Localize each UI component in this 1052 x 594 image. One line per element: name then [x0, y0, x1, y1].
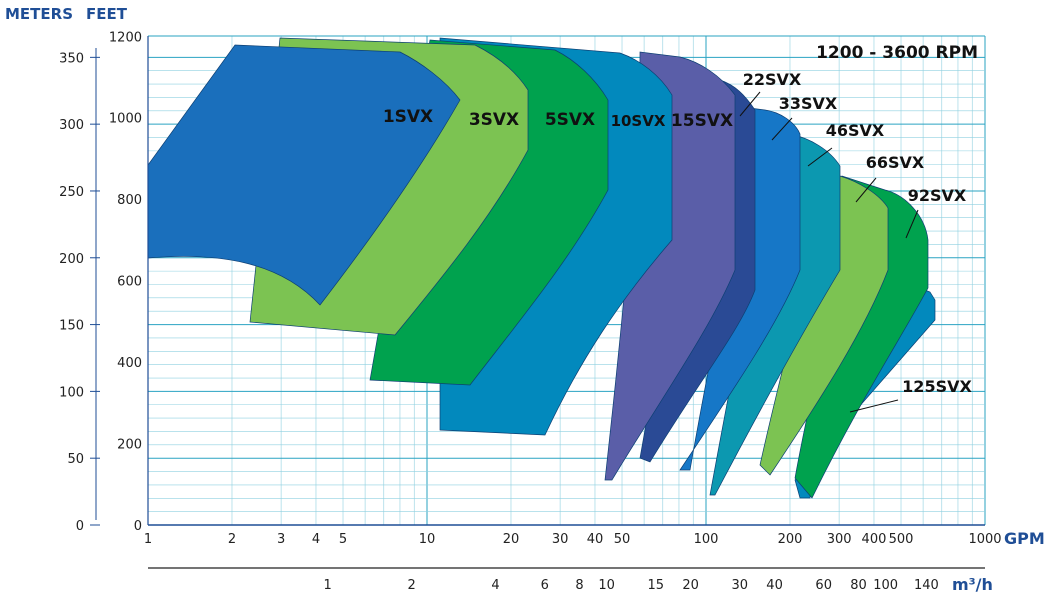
- leader-line: [807, 147, 833, 167]
- y-feet-tick-label: 400: [117, 356, 142, 371]
- y-feet-tick-label-zero: 0: [134, 519, 142, 534]
- x-tick-label: 1: [144, 532, 152, 547]
- y-feet-tick-label: 800: [117, 193, 142, 208]
- y-meters-tick-label: 250: [59, 185, 84, 200]
- series-label-5svx: 5SVX: [545, 110, 595, 130]
- series-area-66svx: [759, 169, 889, 476]
- x-tick-label: 100: [694, 532, 719, 547]
- x-tick-label: 200: [778, 532, 803, 547]
- series-label-3svx: 3SVX: [469, 110, 519, 130]
- feet-header: FEET: [86, 5, 127, 23]
- x2-tick-label: 80: [850, 578, 867, 593]
- series-label-10svx: 10SVX: [611, 112, 666, 130]
- y-meters-tick-label: 350: [59, 51, 84, 66]
- series-label-15svx: 15SVX: [671, 111, 733, 131]
- series-label-1svx: 1SVX: [383, 107, 433, 127]
- series-label-46svx: 46SVX: [826, 121, 885, 140]
- y-meters-tick-label: 200: [59, 252, 84, 267]
- y-meters-tick-label: 300: [59, 118, 84, 133]
- x-tick-label: 3: [277, 532, 285, 547]
- x2-tick-label: 140: [914, 578, 939, 593]
- series-label-125svx: 125SVX: [902, 377, 972, 396]
- x2-tick-label: 60: [815, 578, 832, 593]
- y-meters-tick-label: 150: [59, 319, 84, 334]
- x2-tick-label: 2: [407, 578, 415, 593]
- x2-tick-label: 6: [541, 578, 549, 593]
- x2-tick-label: 30: [731, 578, 748, 593]
- x2-tick-label: 20: [682, 578, 699, 593]
- leader-line: [855, 177, 877, 203]
- x2-tick-label: 100: [873, 578, 898, 593]
- series-areas: [147, 37, 936, 499]
- series-label-92svx: 92SVX: [908, 186, 967, 205]
- meters-header: METERS: [5, 5, 74, 23]
- x-tick-label: 300: [827, 532, 852, 547]
- x-tick-label: 400: [862, 532, 887, 547]
- chart-title: 1200 - 3600 RPM: [816, 43, 978, 63]
- x2-tick-label: 10: [598, 578, 615, 593]
- x-tick-label: 2: [228, 532, 236, 547]
- x-tick-label: 4: [312, 532, 320, 547]
- y-feet-tick-label: 600: [117, 275, 142, 290]
- leader-line: [739, 91, 761, 117]
- y-feet-tick-label: 1200: [109, 30, 142, 45]
- x-tick-label: 500: [889, 532, 914, 547]
- series-label-66svx: 66SVX: [866, 153, 925, 172]
- y-meters-tick-label: 50: [67, 452, 84, 467]
- leader-line: [771, 117, 793, 141]
- x-tick-label: 1000: [968, 532, 1001, 547]
- x2-tick-label: 8: [575, 578, 583, 593]
- y-meters-tick-label: 0: [76, 519, 84, 534]
- x-tick-label: 40: [587, 532, 604, 547]
- x-tick-label: 5: [339, 532, 347, 547]
- label-leaders: [739, 91, 919, 413]
- y-meters-tick-label: 100: [59, 385, 84, 400]
- x2-tick-label: 1: [323, 578, 331, 593]
- series-label-33svx: 33SVX: [779, 94, 838, 113]
- leader-line: [849, 399, 899, 413]
- series-area-1svx: [147, 44, 461, 306]
- leader-line: [905, 209, 919, 239]
- series-labels: 1SVX 3SVX 5SVX 10SVX 15SVX 22SVX 33SVX 46SVX 66S…: [383, 70, 973, 396]
- x-axis-label-m3h: m³/h: [952, 575, 993, 594]
- y-feet-tick-label: 1000: [109, 112, 142, 127]
- x2-tick-label: 40: [766, 578, 783, 593]
- x-axis-label-gpm: GPM: [1004, 529, 1045, 548]
- series-label-22svx: 22SVX: [743, 70, 802, 89]
- y-feet-tick-label: 200: [117, 438, 142, 453]
- x-tick-label: 30: [552, 532, 569, 547]
- x2-tick-label: 15: [647, 578, 664, 593]
- x-tick-label: 10: [419, 532, 436, 547]
- x2-tick-label: 4: [491, 578, 499, 593]
- x-tick-label: 50: [614, 532, 631, 547]
- x-tick-label: 20: [503, 532, 520, 547]
